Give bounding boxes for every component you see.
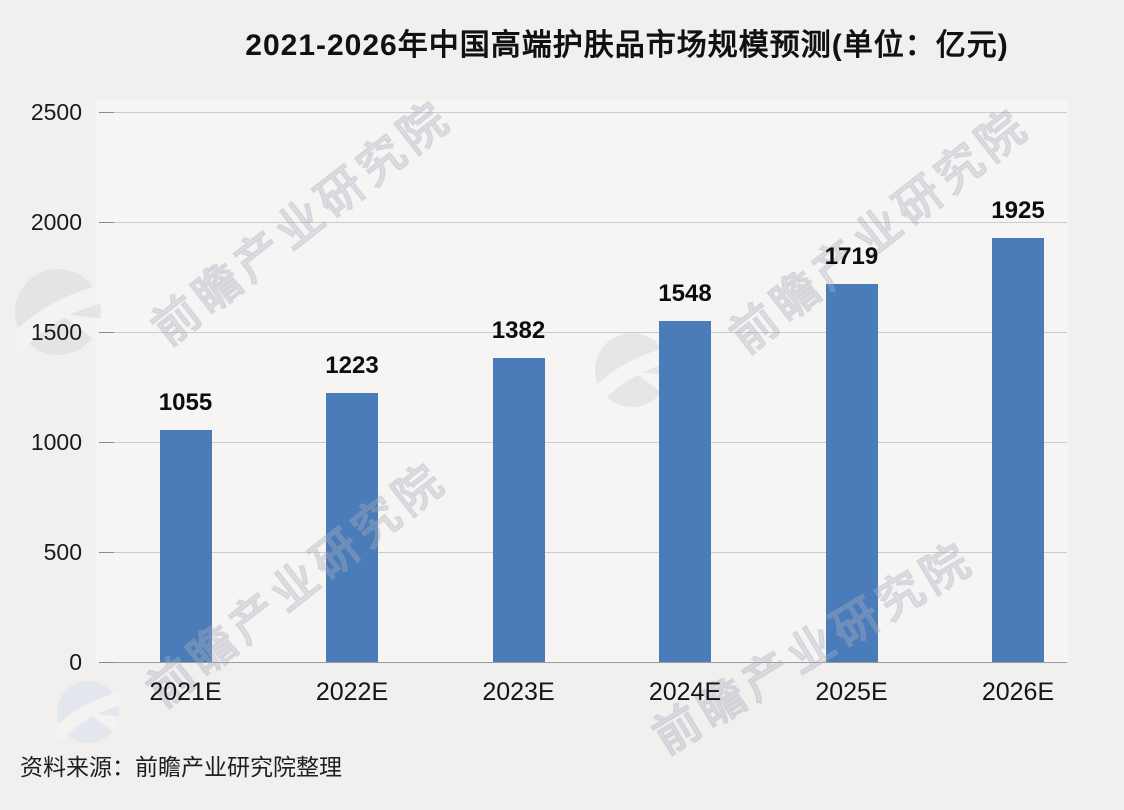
gridline [114,332,1067,333]
gridline [114,552,1067,553]
x-axis-category-label: 2021E [149,678,222,706]
bar-2025E [825,284,878,662]
x-axis-category-label: 2024E [648,678,722,706]
bar-2023E [492,358,545,662]
bar-2021E [159,430,212,662]
gridline [114,222,1067,223]
x-axis-category-label: 2023E [482,678,555,706]
y-axis-tick [99,442,114,443]
y-axis-tick [99,332,114,333]
bar-value-label: 1719 [824,243,879,270]
x-axis-category-label: 2025E [815,678,888,706]
y-axis-tick [99,552,114,553]
bar-value-label: 1925 [991,197,1045,224]
y-axis-tick-label: 1500 [30,319,82,345]
bar-value-label: 1382 [491,317,546,344]
y-axis-tick [99,112,114,113]
y-axis-tick-label: 500 [43,539,82,565]
x-axis-line [114,662,1067,663]
bar-value-label: 1055 [158,389,213,416]
gridline [114,442,1067,443]
bar-value-label: 1548 [658,280,712,307]
y-axis-tick [99,222,114,223]
gridline [114,112,1067,113]
y-axis-tick-label: 0 [69,649,82,675]
x-axis-category-label: 2026E [981,678,1055,706]
y-axis-tick-label: 1000 [30,429,82,455]
source-note: 资料来源：前瞻产业研究院整理 [20,754,342,780]
bar-2022E [326,393,378,662]
bar-value-label: 1223 [325,352,379,379]
y-axis-tick [99,662,114,663]
y-axis-tick-label: 2500 [30,99,82,125]
plot-background [96,100,1068,662]
qianzhan-logo-icon [53,681,124,743]
chart-title: 2021-2026年中国高端护肤品市场规模预测(单位：亿元) [245,29,1009,62]
x-axis-category-label: 2022E [315,678,389,706]
bar-2026E [992,238,1044,662]
bar-2024E [659,321,711,662]
y-axis-tick-label: 2000 [30,209,82,235]
